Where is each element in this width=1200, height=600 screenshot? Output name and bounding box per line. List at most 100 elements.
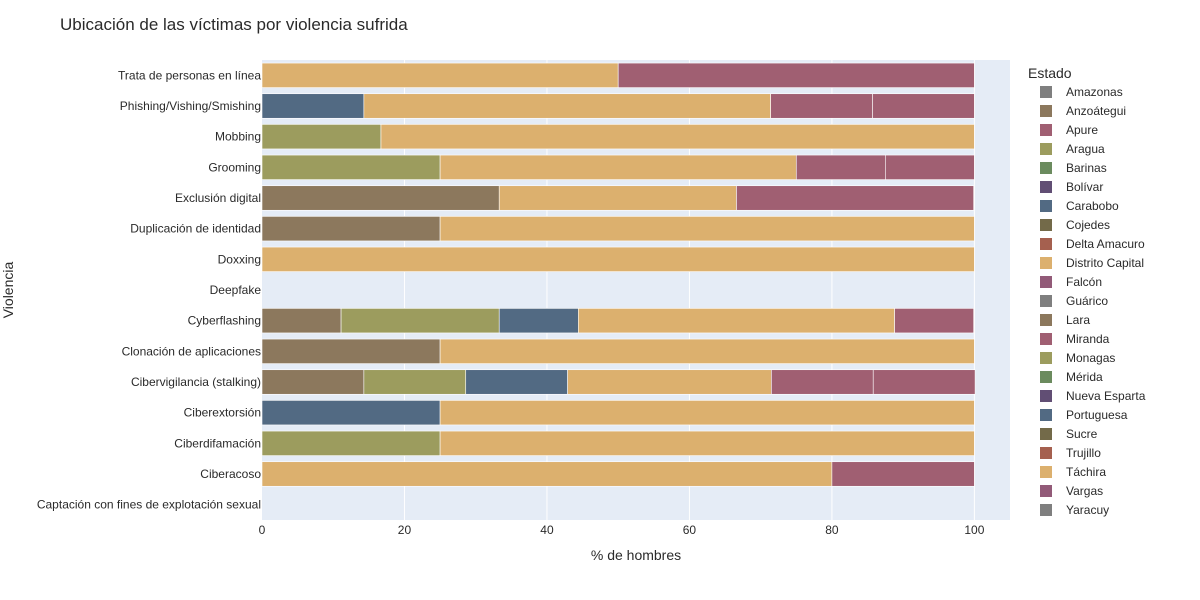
legend-entry: Táchira	[1066, 465, 1106, 479]
y-tick-label: Ciberdifamación	[174, 436, 261, 450]
legend-swatch	[1040, 352, 1052, 364]
y-tick-label: Deepfake	[210, 283, 262, 297]
chart-title: Ubicación de las víctimas por violencia …	[60, 15, 408, 34]
bar-segment	[261, 216, 441, 242]
bar-segment	[465, 369, 568, 395]
bar-segment	[498, 185, 737, 211]
y-tick-label: Cibervigilancia (stalking)	[131, 375, 261, 389]
bar-segment	[340, 308, 500, 334]
bar-segment	[771, 369, 874, 395]
legend-entry: Monagas	[1066, 351, 1115, 365]
bar-segment	[261, 154, 441, 180]
y-tick-labels: Trata de personas en línea Phishing/Vishi…	[37, 68, 261, 511]
legend-entry: Sucre	[1066, 427, 1098, 441]
bar-segment	[261, 93, 365, 119]
x-tick-label: 60	[683, 523, 697, 537]
y-tick-label: Mobbing	[215, 130, 261, 144]
bar-segment	[261, 62, 619, 88]
bar-segment	[567, 369, 772, 395]
legend-swatch	[1040, 238, 1052, 250]
bar-segment	[617, 62, 975, 88]
bar-segment	[261, 430, 441, 456]
legend-entry: Falcón	[1066, 275, 1102, 289]
legend-swatch	[1040, 143, 1052, 155]
legend-swatch	[1040, 447, 1052, 459]
legend-swatch	[1040, 371, 1052, 383]
legend-entry: Anzoátegui	[1066, 104, 1126, 118]
legend-swatch	[1040, 276, 1052, 288]
y-tick-label: Trata de personas en línea	[118, 68, 261, 82]
y-tick-label: Cyberflashing	[188, 314, 261, 328]
legend-entry: Carabobo	[1066, 199, 1119, 213]
bar-segment	[261, 338, 441, 364]
x-tick-labels: 0 20 40 60 80 100	[259, 523, 985, 537]
bar-segment	[577, 308, 895, 334]
bar-segment	[736, 185, 974, 211]
legend-swatch	[1040, 466, 1052, 478]
y-tick-label: Ciberextorsión	[184, 406, 261, 420]
legend-entry: Mérida	[1066, 370, 1103, 384]
y-tick-label: Duplicación de identidad	[130, 222, 261, 236]
legend-swatch	[1040, 295, 1052, 307]
y-tick-label: Grooming	[208, 160, 261, 174]
bar-segment	[439, 216, 975, 242]
legend-entry: Portuguesa	[1066, 408, 1128, 422]
bar-segment	[363, 369, 467, 395]
bar-segment	[439, 338, 975, 364]
legend-entry: Apure	[1066, 123, 1098, 137]
legend-swatch	[1040, 390, 1052, 402]
bar-segment	[261, 308, 342, 334]
legend-entry: Cojedes	[1066, 218, 1110, 232]
x-tick-label: 80	[825, 523, 839, 537]
bar-segment	[770, 93, 873, 119]
bar-segment	[261, 461, 833, 487]
bar-segment	[885, 154, 975, 180]
legend-swatch	[1040, 257, 1052, 269]
bar-segment	[439, 430, 975, 456]
bar-segment	[498, 308, 579, 334]
legend-swatch	[1040, 162, 1052, 174]
x-tick-label: 20	[398, 523, 412, 537]
y-axis-label: Violencia	[0, 262, 16, 319]
x-axis-label: % de hombres	[591, 547, 681, 563]
legend-entry: Vargas	[1066, 484, 1103, 498]
legend-entry: Trujillo	[1066, 446, 1101, 460]
legend-swatch	[1040, 86, 1052, 98]
legend-entry: Aragua	[1066, 142, 1105, 156]
x-tick-label: 0	[259, 523, 266, 537]
bar-segment	[261, 124, 382, 150]
y-tick-label: Doxxing	[218, 252, 261, 266]
bar-segment	[261, 185, 500, 211]
legend-swatch	[1040, 485, 1052, 497]
legend-title: Estado	[1028, 65, 1072, 81]
bar-segment	[363, 93, 771, 119]
legend-swatch	[1040, 124, 1052, 136]
legend-swatch	[1040, 504, 1052, 516]
bar-segment	[831, 461, 975, 487]
y-tick-label: Clonación de aplicaciones	[122, 344, 261, 358]
legend-swatch	[1040, 333, 1052, 345]
legend-entry: Barinas	[1066, 161, 1107, 175]
bar-segment	[872, 93, 975, 119]
bar-segment	[795, 154, 886, 180]
legend-entry: Distrito Capital	[1066, 256, 1144, 270]
bar-segment	[261, 400, 441, 426]
legend-swatch	[1040, 428, 1052, 440]
legend-entry: Guárico	[1066, 294, 1108, 308]
y-tick-label: Phishing/Vishing/Smishing	[120, 99, 261, 113]
bar-segment	[261, 369, 365, 395]
legend-entry: Miranda	[1066, 332, 1110, 346]
bar-segment	[439, 400, 975, 426]
legend: Estado Amazonas Anzoátegui Apure Aragua Bari…	[1028, 65, 1146, 517]
legend-entry: Amazonas	[1066, 85, 1123, 99]
legend-swatch	[1040, 314, 1052, 326]
x-tick-label: 100	[964, 523, 984, 537]
bar-segment	[261, 246, 975, 272]
legend-entry: Lara	[1066, 313, 1090, 327]
legend-entry: Yaracuy	[1066, 503, 1109, 517]
bar-segment	[894, 308, 974, 334]
legend-swatch	[1040, 219, 1052, 231]
legend-swatch	[1040, 200, 1052, 212]
y-tick-label: Exclusión digital	[175, 191, 261, 205]
